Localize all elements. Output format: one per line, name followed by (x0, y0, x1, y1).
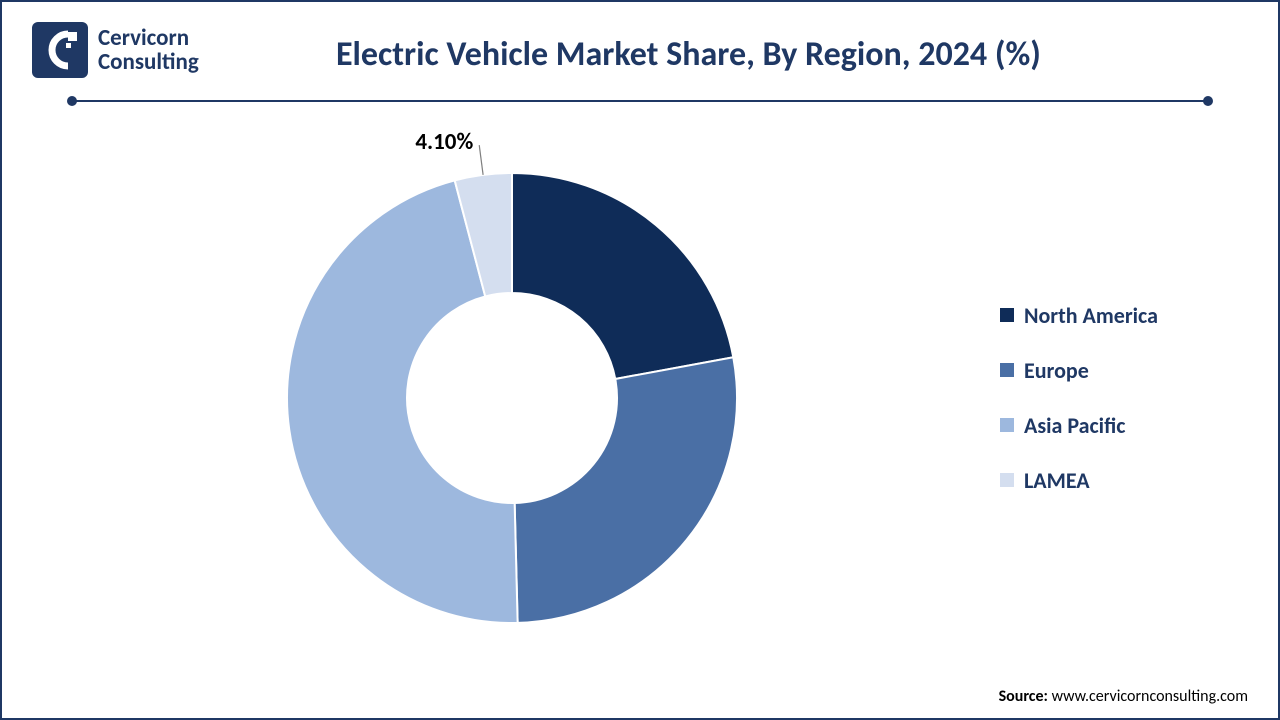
brand-logo: Cervicorn Consulting (32, 22, 199, 78)
source-attribution: Source: www.cervicornconsulting.com (999, 687, 1248, 706)
legend-swatch-europe (1000, 363, 1014, 377)
title-divider (72, 100, 1208, 102)
legend-item-asia_pacific: Asia Pacific (1000, 412, 1158, 439)
legend-item-europe: Europe (1000, 357, 1158, 384)
brand-line2: Consulting (98, 50, 199, 74)
donut-svg (192, 118, 832, 678)
logo-glyph-icon (38, 28, 82, 72)
source-prefix: Source: (999, 687, 1052, 706)
header: Cervicorn Consulting Electric Vehicle Ma… (2, 2, 1278, 78)
legend: North America Europe Asia Pacific LAMEA (1000, 302, 1158, 494)
legend-swatch-lamea (1000, 473, 1014, 487)
slice-europe (515, 357, 737, 623)
slice-north_america (512, 173, 733, 379)
leader-lamea (479, 145, 483, 175)
donut-chart: 22.10%27.50%46.30%4.10% (192, 118, 832, 678)
chart-area: 22.10%27.50%46.30%4.10% North America Eur… (2, 117, 1278, 678)
legend-label-asia_pacific: Asia Pacific (1024, 412, 1126, 439)
source-text: www.cervicornconsulting.com (1052, 687, 1248, 706)
chart-frame: Cervicorn Consulting Electric Vehicle Ma… (0, 0, 1280, 720)
logo-mark (32, 22, 88, 78)
logo-text: Cervicorn Consulting (98, 26, 199, 74)
legend-label-lamea: LAMEA (1024, 467, 1090, 494)
brand-line1: Cervicorn (98, 26, 199, 50)
legend-label-europe: Europe (1024, 357, 1089, 384)
legend-swatch-north_america (1000, 308, 1014, 322)
legend-swatch-asia_pacific (1000, 418, 1014, 432)
legend-item-lamea: LAMEA (1000, 467, 1158, 494)
legend-label-north_america: North America (1024, 302, 1158, 329)
chart-title: Electric Vehicle Market Share, By Region… (199, 22, 1238, 75)
legend-item-north_america: North America (1000, 302, 1158, 329)
